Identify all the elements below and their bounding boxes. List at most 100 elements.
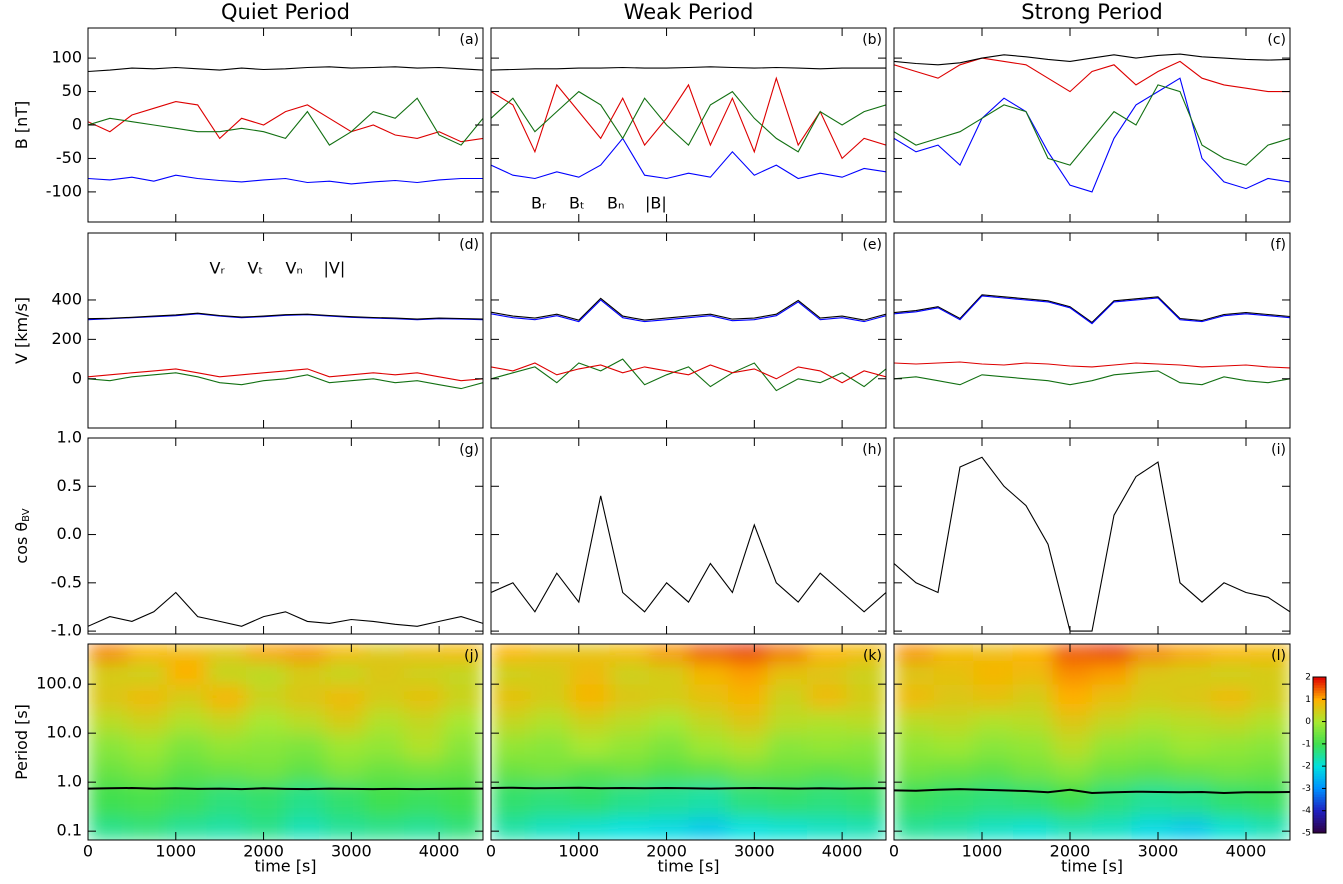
- heat-cell: [325, 684, 365, 711]
- colorbar-cell: [1313, 773, 1326, 777]
- heat-cell: [443, 644, 483, 662]
- heat-cell: [530, 758, 571, 783]
- heat-cell: [206, 644, 247, 662]
- heat-cell: [728, 660, 768, 685]
- heat-cell: [491, 684, 531, 711]
- heat-cell: [649, 709, 689, 734]
- heat-cell: [933, 782, 974, 817]
- x-axis-label: time [s]: [254, 857, 316, 876]
- heat-cell: [443, 816, 483, 840]
- heat-cell: [206, 758, 247, 783]
- colorbar-cell: [1313, 760, 1326, 764]
- heat-cell: [728, 733, 768, 760]
- heat-cell: [88, 758, 128, 783]
- heat-cell: [491, 644, 531, 662]
- heat-cell: [973, 660, 1014, 685]
- heat-cell: [688, 644, 729, 662]
- colorbar-cell: [1313, 807, 1326, 811]
- panel-label: (g): [459, 442, 479, 458]
- heat-cell: [285, 816, 326, 840]
- heat-cell: [767, 644, 808, 662]
- heat-cell: [933, 660, 974, 685]
- colorbar-cell: [1313, 713, 1326, 717]
- colorbar-cell: [1313, 778, 1326, 782]
- colorbar-cell: [1313, 708, 1326, 712]
- heat-cell: [1210, 709, 1251, 734]
- heat-cell: [1131, 660, 1172, 685]
- colorbar-cell: [1313, 786, 1326, 790]
- heat-cell: [649, 758, 689, 783]
- plot-area: [894, 644, 1290, 840]
- legend-entry: |V|: [324, 259, 346, 278]
- heat-cell: [1171, 733, 1212, 760]
- heat-cell: [88, 733, 128, 760]
- x-tick-label: 3000: [1138, 842, 1179, 861]
- heat-cell: [807, 733, 847, 760]
- heat-cell: [285, 758, 326, 783]
- colorbar-tick-label: -1: [1302, 739, 1311, 749]
- heat-cell: [364, 733, 405, 760]
- plot-area: [88, 644, 483, 840]
- heat-cell: [88, 660, 128, 685]
- heat-cell: [404, 660, 444, 685]
- colorbar-cell: [1313, 749, 1326, 753]
- heat-cell: [767, 709, 808, 734]
- plot-area: [88, 591, 483, 627]
- series-line: [88, 786, 483, 791]
- heat-cell: [1250, 709, 1290, 734]
- heat-cell: [364, 709, 405, 734]
- heat-cell: [167, 709, 207, 734]
- heat-cell: [443, 733, 483, 760]
- heat-cell: [649, 733, 689, 760]
- heat-cell: [933, 758, 974, 783]
- heat-cell: [728, 684, 768, 711]
- heat-cell: [1210, 660, 1251, 685]
- heat-cell: [404, 816, 444, 840]
- series-line: [88, 97, 483, 146]
- heat-cell: [807, 660, 847, 685]
- y-axis-label: B [nT]: [12, 101, 31, 149]
- x-tick-label: 2000: [1050, 842, 1091, 861]
- heat-cell: [206, 684, 247, 711]
- colorbar-cell: [1313, 731, 1326, 735]
- heat-cell: [404, 758, 444, 783]
- heat-cell: [1171, 782, 1212, 817]
- heat-cell: [491, 660, 531, 685]
- heat-cell: [1052, 709, 1093, 734]
- heat-cell: [1092, 782, 1133, 817]
- y-tick-label: 200: [51, 329, 82, 348]
- colorbar-cell: [1313, 770, 1326, 774]
- heat-cell: [1210, 758, 1251, 783]
- panel-label: (d): [459, 237, 479, 253]
- series-line: [894, 788, 1290, 795]
- heat-cell: [246, 660, 286, 685]
- heat-cell: [443, 782, 483, 817]
- colorbar-cell: [1313, 812, 1326, 816]
- heat-cell: [1250, 782, 1290, 817]
- colorbar-cell: [1313, 700, 1326, 704]
- colorbar-tick-label: 0: [1305, 717, 1311, 727]
- y-label-text: V [km/s]: [12, 297, 31, 364]
- heat-cell: [246, 709, 286, 734]
- colorbar-cell: [1313, 765, 1326, 769]
- panel-label: (a): [459, 32, 479, 48]
- heat-cell: [1092, 684, 1133, 711]
- heat-cell: [206, 660, 247, 685]
- heat-cell: [688, 816, 729, 840]
- colorbar-cell: [1313, 684, 1326, 688]
- heat-cell: [1210, 733, 1251, 760]
- heat-cell: [728, 644, 768, 662]
- heat-cell: [728, 816, 768, 840]
- heat-cell: [1052, 733, 1093, 760]
- series-line: [88, 313, 483, 321]
- heat-cell: [609, 709, 650, 734]
- heat-cell: [570, 758, 610, 783]
- heat-cell: [894, 733, 935, 760]
- heat-cell: [894, 660, 935, 685]
- heat-cell: [933, 644, 974, 662]
- heat-cell: [285, 709, 326, 734]
- heat-cell: [973, 816, 1014, 840]
- heat-cell: [285, 644, 326, 662]
- panel-label: (e): [862, 237, 882, 253]
- heat-cell: [807, 782, 847, 817]
